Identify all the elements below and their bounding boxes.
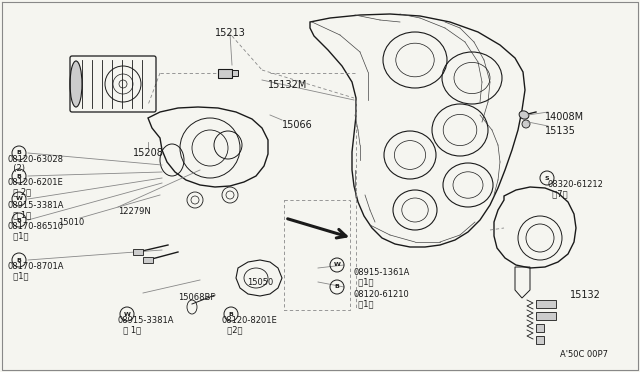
Text: 08170-8701A: 08170-8701A (8, 262, 65, 271)
Text: （7）: （7） (547, 189, 568, 198)
Text: B: B (335, 285, 339, 289)
Text: 15213: 15213 (214, 28, 245, 38)
Text: （1）: （1） (353, 277, 374, 286)
Text: 08915-3381A: 08915-3381A (8, 201, 65, 210)
Bar (143, 257, 153, 263)
Text: B: B (17, 173, 21, 179)
Text: 〈 2〉: 〈 2〉 (8, 187, 31, 196)
Text: 15068BF: 15068BF (178, 293, 215, 302)
Text: 〈 1〉: 〈 1〉 (8, 210, 31, 219)
Bar (536, 300, 556, 308)
Text: （2）: （2） (222, 325, 243, 334)
Text: 08320-61212: 08320-61212 (547, 180, 603, 189)
Bar (536, 336, 544, 344)
Ellipse shape (519, 111, 529, 119)
Bar (536, 324, 544, 332)
Text: 15066: 15066 (282, 120, 313, 130)
Text: A'50C 00P7: A'50C 00P7 (560, 350, 608, 359)
Text: 08915-1361A: 08915-1361A (353, 268, 410, 277)
Text: 08120-8201E: 08120-8201E (222, 316, 278, 325)
Text: S: S (545, 176, 549, 180)
Bar (133, 249, 143, 255)
Bar (218, 69, 232, 78)
Bar (536, 312, 556, 320)
Text: B: B (17, 151, 21, 155)
Text: 15208: 15208 (132, 148, 163, 158)
Ellipse shape (522, 120, 530, 128)
Text: W: W (333, 263, 340, 267)
Text: B: B (228, 311, 234, 317)
Ellipse shape (70, 61, 82, 107)
Text: 08120-6201E: 08120-6201E (8, 178, 64, 187)
Text: W: W (15, 196, 22, 202)
Text: W: W (124, 311, 131, 317)
Text: 15010: 15010 (58, 218, 84, 227)
Text: 08120-63028: 08120-63028 (8, 155, 64, 164)
Text: B: B (17, 218, 21, 222)
Text: B: B (17, 257, 21, 263)
Bar (232, 70, 238, 76)
Text: （1）: （1） (8, 271, 29, 280)
Text: 14008M: 14008M (545, 112, 584, 122)
Text: (2): (2) (8, 164, 25, 173)
Text: 15132M: 15132M (268, 80, 307, 90)
Text: 12279N: 12279N (118, 207, 151, 216)
Text: 〈 1〉: 〈 1〉 (118, 325, 141, 334)
Text: 15135: 15135 (545, 126, 576, 136)
Text: （1）: （1） (8, 231, 29, 240)
Text: 15050: 15050 (247, 278, 273, 287)
Text: 08915-3381A: 08915-3381A (118, 316, 175, 325)
Text: （1）: （1） (353, 299, 374, 308)
Text: 15132: 15132 (570, 290, 601, 300)
Text: 08120-61210: 08120-61210 (353, 290, 409, 299)
Text: 08170-86510: 08170-86510 (8, 222, 64, 231)
